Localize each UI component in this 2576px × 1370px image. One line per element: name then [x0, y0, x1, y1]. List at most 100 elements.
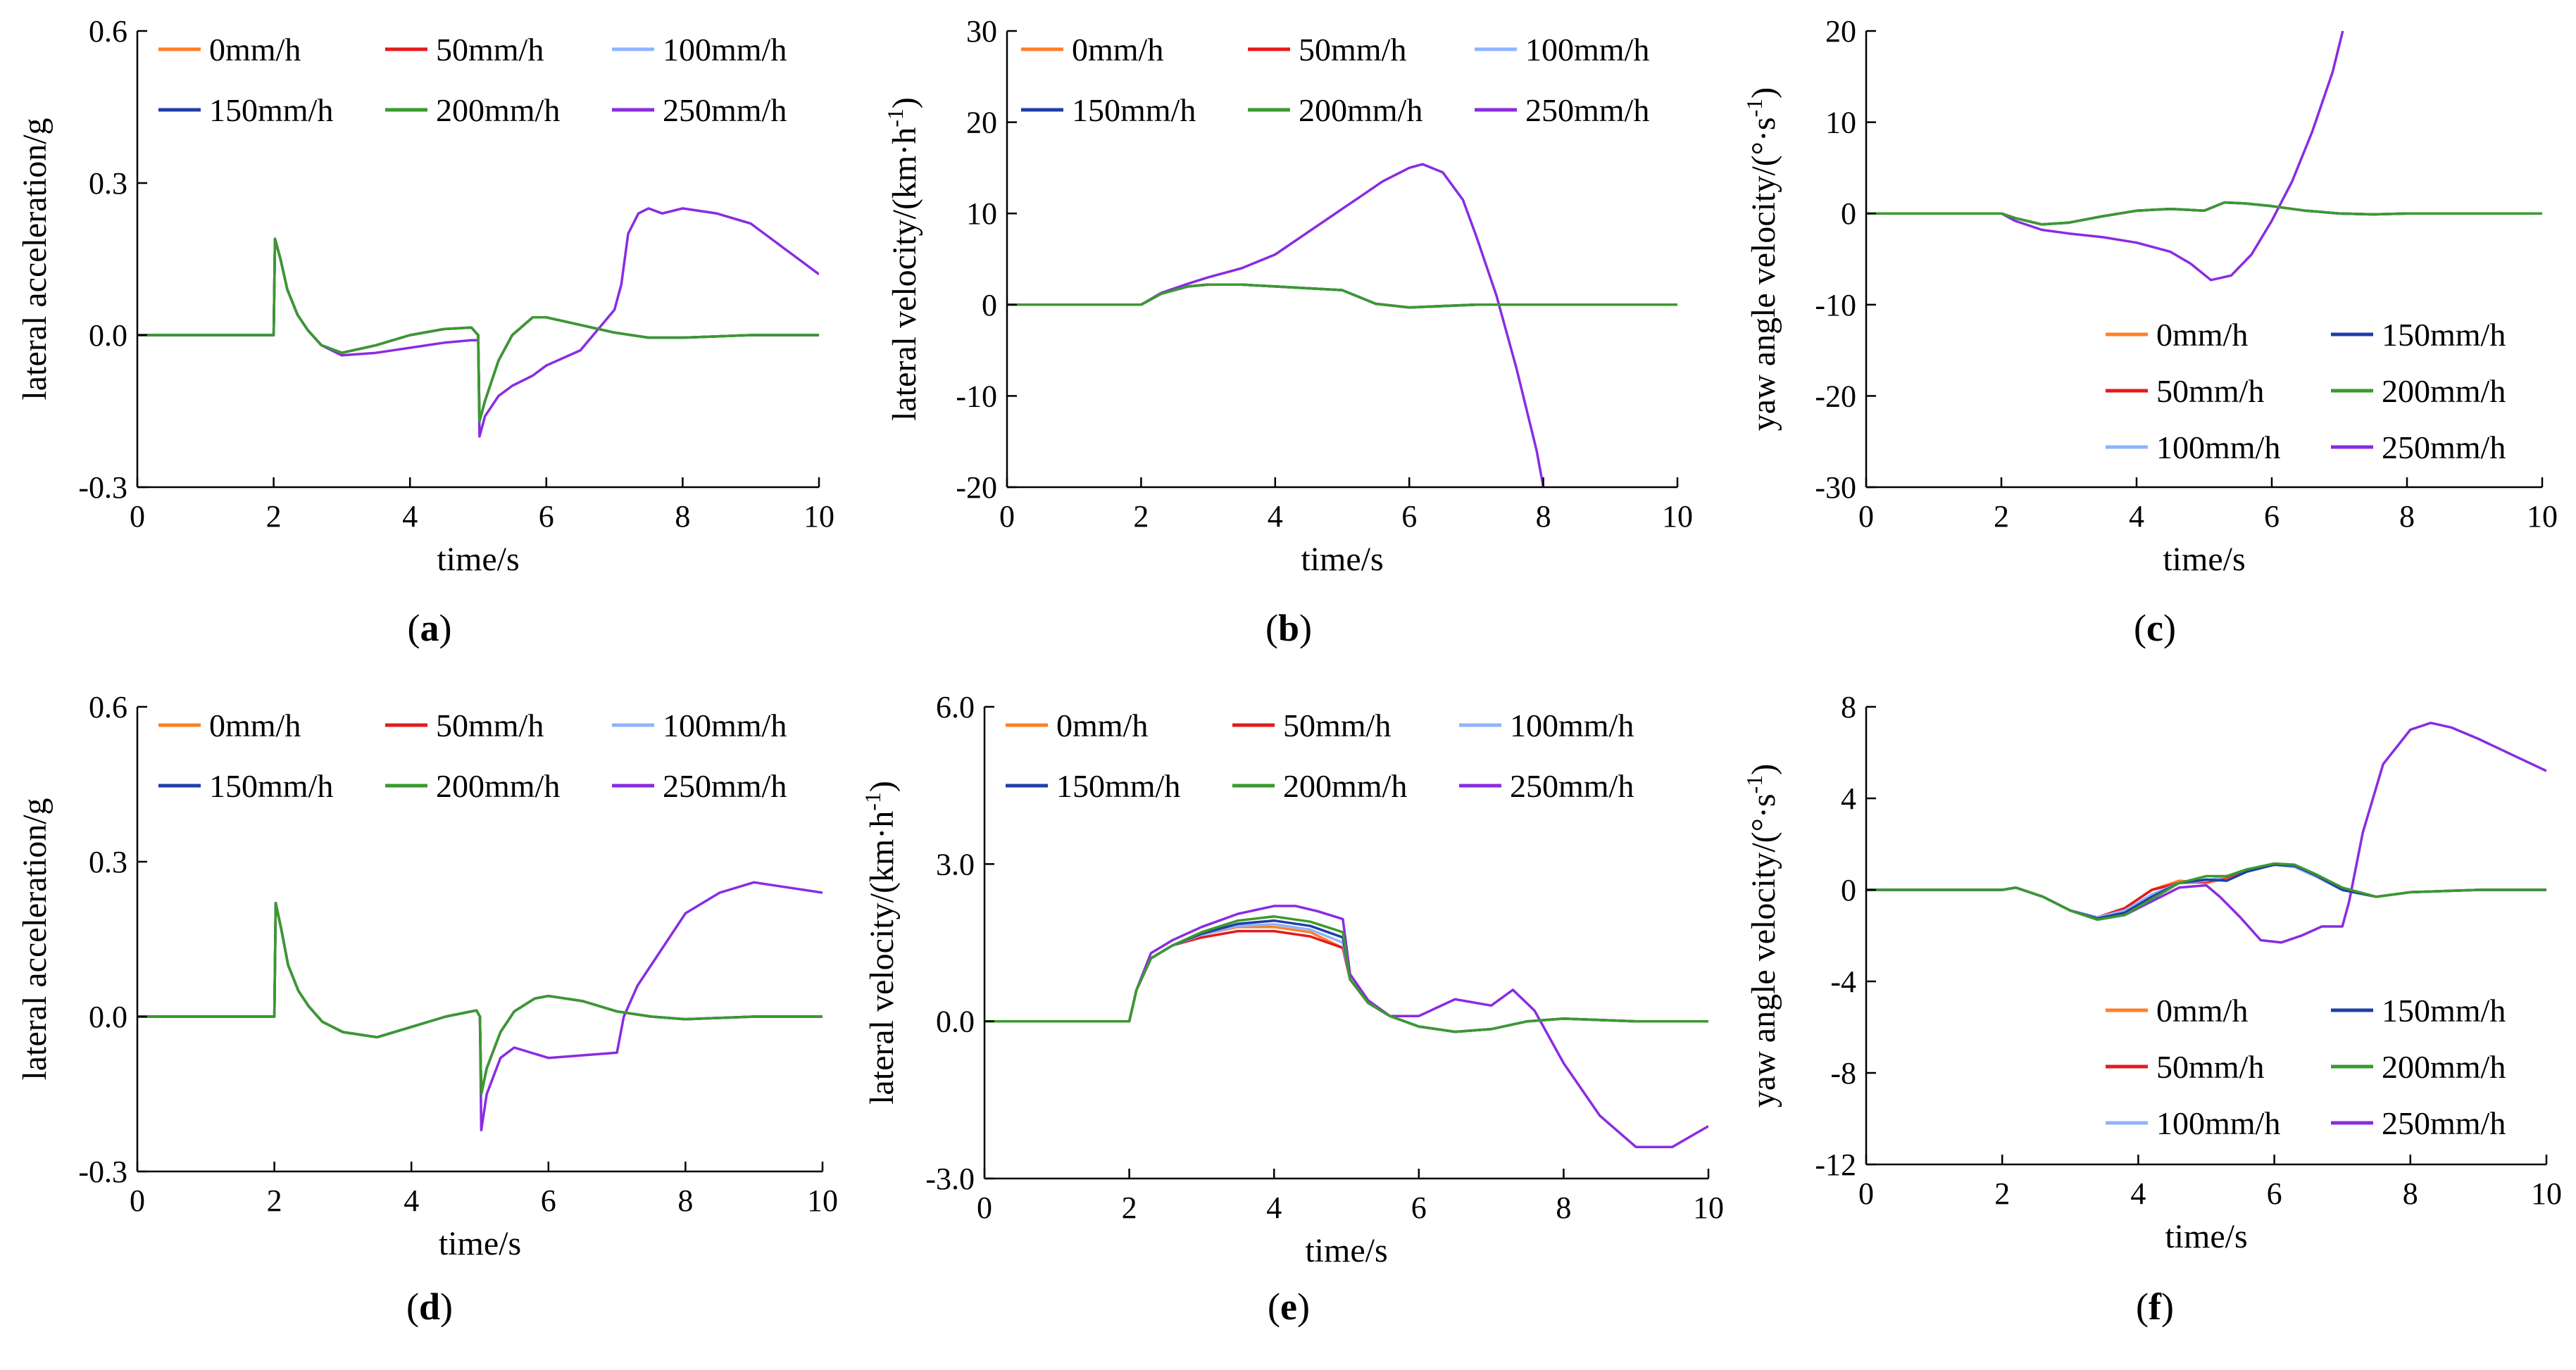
y-tick-label: 0.0: [936, 1005, 975, 1039]
series-line-200mm/h: [137, 237, 819, 423]
x-tick-label: 8: [2399, 499, 2415, 534]
legend-label: 50mm/h: [436, 32, 544, 68]
y-axis-label-end: ): [1745, 87, 1782, 99]
x-tick-label: 2: [267, 1183, 282, 1218]
x-tick-label: 4: [1266, 1190, 1282, 1225]
panel-label: (b): [1265, 607, 1312, 649]
x-tick-label: 2: [266, 499, 282, 534]
series-line-200mm/h: [1866, 201, 2542, 226]
y-tick-label: 0.6: [89, 690, 127, 724]
x-tick-label: 2: [1122, 1190, 1137, 1225]
legend: 0mm/h 50mm/h 100mm/h 150mm/h 200mm/h 250mm/h: [1006, 708, 1634, 804]
legend-label: 250mm/h: [2382, 1105, 2506, 1141]
x-tick-label: 10: [2531, 1176, 2562, 1211]
legend-label: 250mm/h: [2382, 429, 2506, 465]
y-axis-label-main: lateral velocity/(km·h: [863, 811, 901, 1105]
x-tick-label: 8: [1556, 1190, 1571, 1225]
x-tick-label: 10: [2527, 499, 2558, 534]
legend-label: 150mm/h: [1072, 92, 1196, 128]
panel-label-letter: d: [419, 1286, 440, 1328]
legend-label: 0mm/h: [2156, 993, 2248, 1029]
series-line-200mm/h: [1866, 862, 2546, 922]
y-tick-label: -0.3: [78, 470, 127, 505]
panel-label-close: ): [1299, 607, 1312, 649]
legend-label: 50mm/h: [436, 708, 544, 743]
legend-label: 250mm/h: [1525, 92, 1649, 128]
panel-label: (c): [2134, 607, 2176, 649]
y-tick-label: -10: [956, 379, 997, 413]
y-tick-label: 6.0: [936, 690, 975, 724]
series-group: [1866, 722, 2546, 944]
y-tick-label: -20: [1815, 379, 1856, 413]
legend-label: 150mm/h: [209, 768, 333, 804]
y-tick-label: 10: [1825, 106, 1856, 140]
x-tick-label: 4: [2129, 499, 2144, 534]
y-axis-label: yaw angle velocity/(°·s-1): [1742, 764, 1782, 1107]
panel-label-letter: a: [420, 607, 439, 649]
y-tick-label: 0.3: [89, 166, 127, 201]
legend-label: 0mm/h: [1072, 32, 1163, 68]
x-axis-label: time/s: [437, 541, 519, 578]
y-axis-label-sup: -1: [860, 792, 885, 811]
x-axis-label: time/s: [1305, 1232, 1387, 1269]
legend-label: 100mm/h: [2156, 429, 2280, 465]
series-line-250mm/h: [984, 905, 1708, 1149]
legend: 0mm/h 50mm/h 100mm/h 150mm/h 200mm/h 250mm/h: [2106, 993, 2506, 1141]
panel-label-open: (: [2136, 1286, 2149, 1328]
legend-label: 50mm/h: [2156, 373, 2264, 409]
y-axis-label-main: lateral acceleration/g: [16, 798, 54, 1080]
x-tick-label: 6: [541, 1183, 556, 1218]
legend-label: 200mm/h: [1283, 768, 1407, 804]
panel-label-open: (: [1265, 607, 1278, 649]
x-tick-label: 8: [677, 1183, 693, 1218]
x-tick-label: 0: [999, 499, 1015, 534]
y-axis-label-end: ): [886, 97, 923, 108]
x-tick-label: 0: [1858, 1176, 1874, 1211]
legend-label: 50mm/h: [2156, 1049, 2264, 1085]
x-tick-label: 6: [539, 499, 554, 534]
y-tick-label: 0.6: [89, 14, 127, 49]
panel-label-letter: f: [2149, 1286, 2162, 1328]
legend-label: 200mm/h: [436, 768, 560, 804]
x-tick-label: 8: [2403, 1176, 2418, 1211]
y-tick-label: -3.0: [925, 1162, 975, 1196]
series-group: [1866, 31, 2542, 282]
x-tick-label: 2: [1994, 1176, 2010, 1211]
legend-label: 0mm/h: [2156, 317, 2248, 353]
series-group: [137, 207, 819, 438]
x-tick-label: 2: [1994, 499, 2009, 534]
x-tick-label: 6: [2264, 499, 2280, 534]
panel-label-letter: e: [1280, 1286, 1297, 1328]
legend-label: 150mm/h: [1056, 768, 1180, 804]
chart-panel-c: 0 2 4 6 8 10 -30 -20 -10 0 10 20 time/s yaw angle vel…: [1742, 14, 2558, 649]
chart-panel-a: 0 2 4 6 8 10 -0.3 0.0 0.3 0.6 time/s lateral accele…: [16, 14, 834, 649]
y-tick-label: -4: [1830, 964, 1856, 999]
legend-label: 0mm/h: [209, 32, 301, 68]
series-line-250mm/h: [1007, 163, 1545, 487]
y-axis-label: yaw angle velocity/(°·s-1): [1742, 87, 1782, 431]
chart-panel-b: 0 2 4 6 8 10 -20 -10 0 10 20 30 time/s lateral veloci…: [882, 14, 1693, 649]
series-group: [1007, 163, 1677, 487]
y-axis-label-main: lateral velocity/(km·h: [886, 127, 923, 421]
legend-label: 200mm/h: [2382, 373, 2506, 409]
series-line-250mm/h: [137, 881, 823, 1132]
x-axis-label: time/s: [2163, 541, 2245, 578]
series-group: [984, 905, 1708, 1149]
panel-label-letter: c: [2146, 607, 2163, 649]
legend-label: 250mm/h: [663, 92, 787, 128]
y-axis-label-sup: -1: [1742, 99, 1767, 118]
legend-label: 200mm/h: [1299, 92, 1423, 128]
y-axis-label: lateral acceleration/g: [16, 798, 54, 1080]
series-group: [137, 881, 823, 1132]
y-tick-label: -8: [1830, 1056, 1856, 1091]
panel-label-open: (: [406, 1286, 419, 1328]
y-axis-label: lateral velocity/(km·h-1): [860, 781, 901, 1105]
series-line-250mm/h: [1866, 722, 2546, 944]
y-axis-label: lateral velocity/(km·h-1): [882, 97, 923, 421]
y-tick-label: 20: [1825, 14, 1856, 49]
x-tick-label: 4: [404, 1183, 419, 1218]
panel-label: (d): [406, 1286, 453, 1328]
panel-label-close: ): [2163, 607, 2176, 649]
legend-label: 0mm/h: [209, 708, 301, 743]
x-tick-label: 10: [804, 499, 834, 534]
